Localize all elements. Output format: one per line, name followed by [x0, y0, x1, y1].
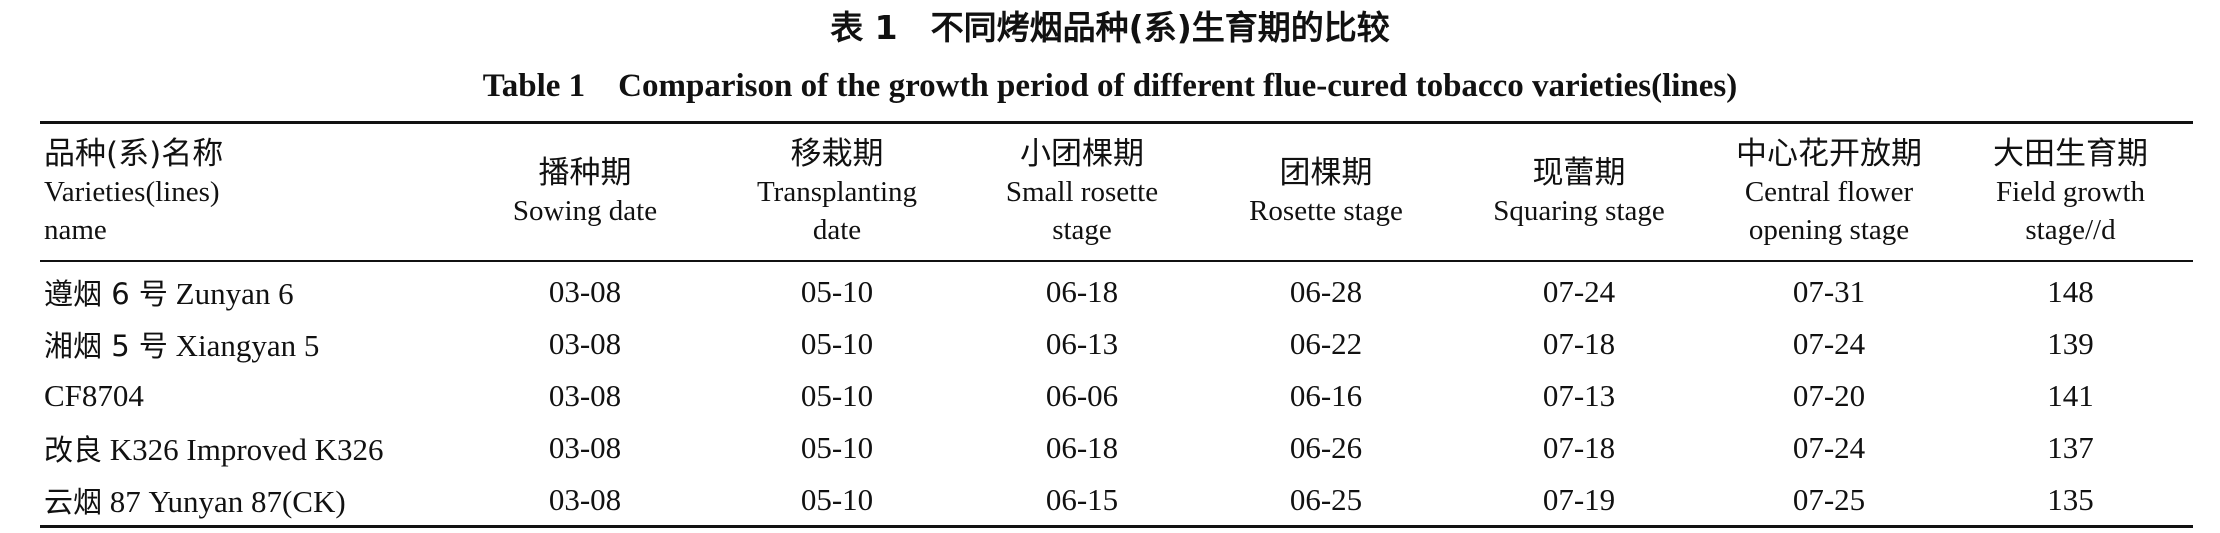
header-en: Field growth	[1995, 176, 2146, 208]
header-en: stage	[1052, 214, 1112, 246]
table-caption-en: Table 1 Comparison of the growth period …	[482, 68, 1738, 104]
growth-period-table: 品种(系)名称 Varieties(lines) name 播种期 Sowing…	[40, 124, 2193, 526]
field-growth-cell: 141	[2047, 378, 2094, 413]
header-en: stage//d	[2025, 214, 2116, 246]
table-top-rule	[40, 121, 2193, 124]
central-flower-cell: 07-25	[1792, 482, 1866, 517]
header-central-flower-opening-stage: 中心花开放期 Central flower opening stage	[1710, 124, 1948, 260]
small-rosette-cell: 06-15	[1045, 482, 1119, 517]
header-cn: 移栽期	[790, 136, 884, 172]
header-transplanting-date: 移栽期 Transplanting date	[714, 124, 960, 260]
variety-name-cell: 改良 K326 Improved K326	[40, 422, 456, 474]
table-row: 云烟 87 Yunyan 87(CK) 03-08 05-10 06-15 06…	[40, 474, 2193, 526]
header-en: Squaring stage	[1493, 195, 1665, 227]
table-caption-cn: 表 1 不同烤烟品种(系)生育期的比较	[830, 8, 1390, 47]
header-cn: 品种(系)名称	[44, 136, 224, 172]
header-en: date	[812, 214, 862, 246]
central-flower-cell: 07-20	[1792, 378, 1866, 413]
sowing-date-cell: 03-08	[548, 378, 622, 413]
table-bottom-rule	[40, 525, 2193, 528]
variety-name-en: 87 Yunyan 87(CK)	[109, 484, 346, 519]
header-en: Transplanting	[756, 176, 918, 208]
variety-name-cn: 遵烟 6 号	[44, 277, 168, 311]
small-rosette-cell: 06-18	[1045, 430, 1119, 465]
header-en: Rosette stage	[1249, 195, 1403, 227]
header-variety-name: 品种(系)名称 Varieties(lines) name	[40, 124, 456, 260]
variety-name-cell: 湘烟 5 号 Xiangyan 5	[40, 318, 456, 370]
variety-name-cn: 云烟	[44, 485, 103, 519]
sowing-date-cell: 03-08	[548, 482, 622, 517]
variety-name-en: Xiangyan 5	[175, 328, 320, 363]
header-cn: 现蕾期	[1532, 155, 1626, 191]
variety-name-cell: CF8704	[40, 370, 456, 422]
header-cn: 大田生育期	[1993, 136, 2148, 172]
table-header-row: 品种(系)名称 Varieties(lines) name 播种期 Sowing…	[40, 124, 2193, 260]
central-flower-cell: 07-31	[1792, 274, 1866, 309]
header-en: name	[44, 214, 107, 246]
central-flower-cell: 07-24	[1792, 430, 1866, 465]
variety-name-en: CF8704	[44, 378, 144, 413]
variety-name-en: K326 Improved K326	[109, 432, 384, 467]
header-en: opening stage	[1748, 214, 1910, 246]
table-row: 遵烟 6 号 Zunyan 6 03-08 05-10 06-18 06-28 …	[40, 260, 2193, 318]
rosette-cell: 06-25	[1289, 482, 1363, 517]
header-cn: 中心花开放期	[1736, 136, 1922, 172]
sowing-date-cell: 03-08	[548, 326, 622, 361]
variety-name-cell: 遵烟 6 号 Zunyan 6	[40, 260, 456, 318]
header-cn: 团棵期	[1279, 155, 1373, 191]
header-field-growth-stage: 大田生育期 Field growth stage//d	[1948, 124, 2193, 260]
header-small-rosette-stage: 小团棵期 Small rosette stage	[960, 124, 1204, 260]
transplanting-date-cell: 05-10	[800, 326, 874, 361]
header-squaring-stage: 现蕾期 Squaring stage	[1448, 124, 1710, 260]
variety-name-en: Zunyan 6	[175, 276, 294, 311]
field-growth-cell: 135	[2047, 482, 2094, 517]
transplanting-date-cell: 05-10	[800, 378, 874, 413]
table-row: 改良 K326 Improved K326 03-08 05-10 06-18 …	[40, 422, 2193, 474]
header-en: Small rosette	[1005, 176, 1159, 208]
rosette-cell: 06-28	[1289, 274, 1363, 309]
variety-name-cn: 湘烟 5 号	[44, 329, 168, 363]
squaring-cell: 07-18	[1542, 326, 1616, 361]
variety-name-cn: 改良	[44, 433, 103, 467]
squaring-cell: 07-19	[1542, 482, 1616, 517]
transplanting-date-cell: 05-10	[800, 274, 874, 309]
rosette-cell: 06-26	[1289, 430, 1363, 465]
table-row: CF8704 03-08 05-10 06-06 06-16 07-13 07-…	[40, 370, 2193, 422]
sowing-date-cell: 03-08	[548, 430, 622, 465]
header-cn: 播种期	[538, 155, 632, 191]
small-rosette-cell: 06-18	[1045, 274, 1119, 309]
central-flower-cell: 07-24	[1792, 326, 1866, 361]
small-rosette-cell: 06-13	[1045, 326, 1119, 361]
squaring-cell: 07-24	[1542, 274, 1616, 309]
small-rosette-cell: 06-06	[1045, 378, 1119, 413]
variety-name-cell: 云烟 87 Yunyan 87(CK)	[40, 474, 456, 526]
transplanting-date-cell: 05-10	[800, 482, 874, 517]
header-rosette-stage: 团棵期 Rosette stage	[1204, 124, 1448, 260]
rosette-cell: 06-22	[1289, 326, 1363, 361]
sowing-date-cell: 03-08	[548, 274, 622, 309]
field-growth-cell: 137	[2047, 430, 2094, 465]
table-row: 湘烟 5 号 Xiangyan 5 03-08 05-10 06-13 06-2…	[40, 318, 2193, 370]
field-growth-cell: 148	[2047, 274, 2094, 309]
table-header-rule	[40, 260, 2193, 262]
header-en: Central flower	[1744, 176, 1914, 208]
rosette-cell: 06-16	[1289, 378, 1363, 413]
squaring-cell: 07-18	[1542, 430, 1616, 465]
header-sowing-date: 播种期 Sowing date	[456, 124, 714, 260]
transplanting-date-cell: 05-10	[800, 430, 874, 465]
header-cn: 小团棵期	[1020, 136, 1144, 172]
field-growth-cell: 139	[2047, 326, 2094, 361]
header-en: Varieties(lines)	[44, 176, 220, 208]
header-en: Sowing date	[512, 195, 658, 227]
squaring-cell: 07-13	[1542, 378, 1616, 413]
